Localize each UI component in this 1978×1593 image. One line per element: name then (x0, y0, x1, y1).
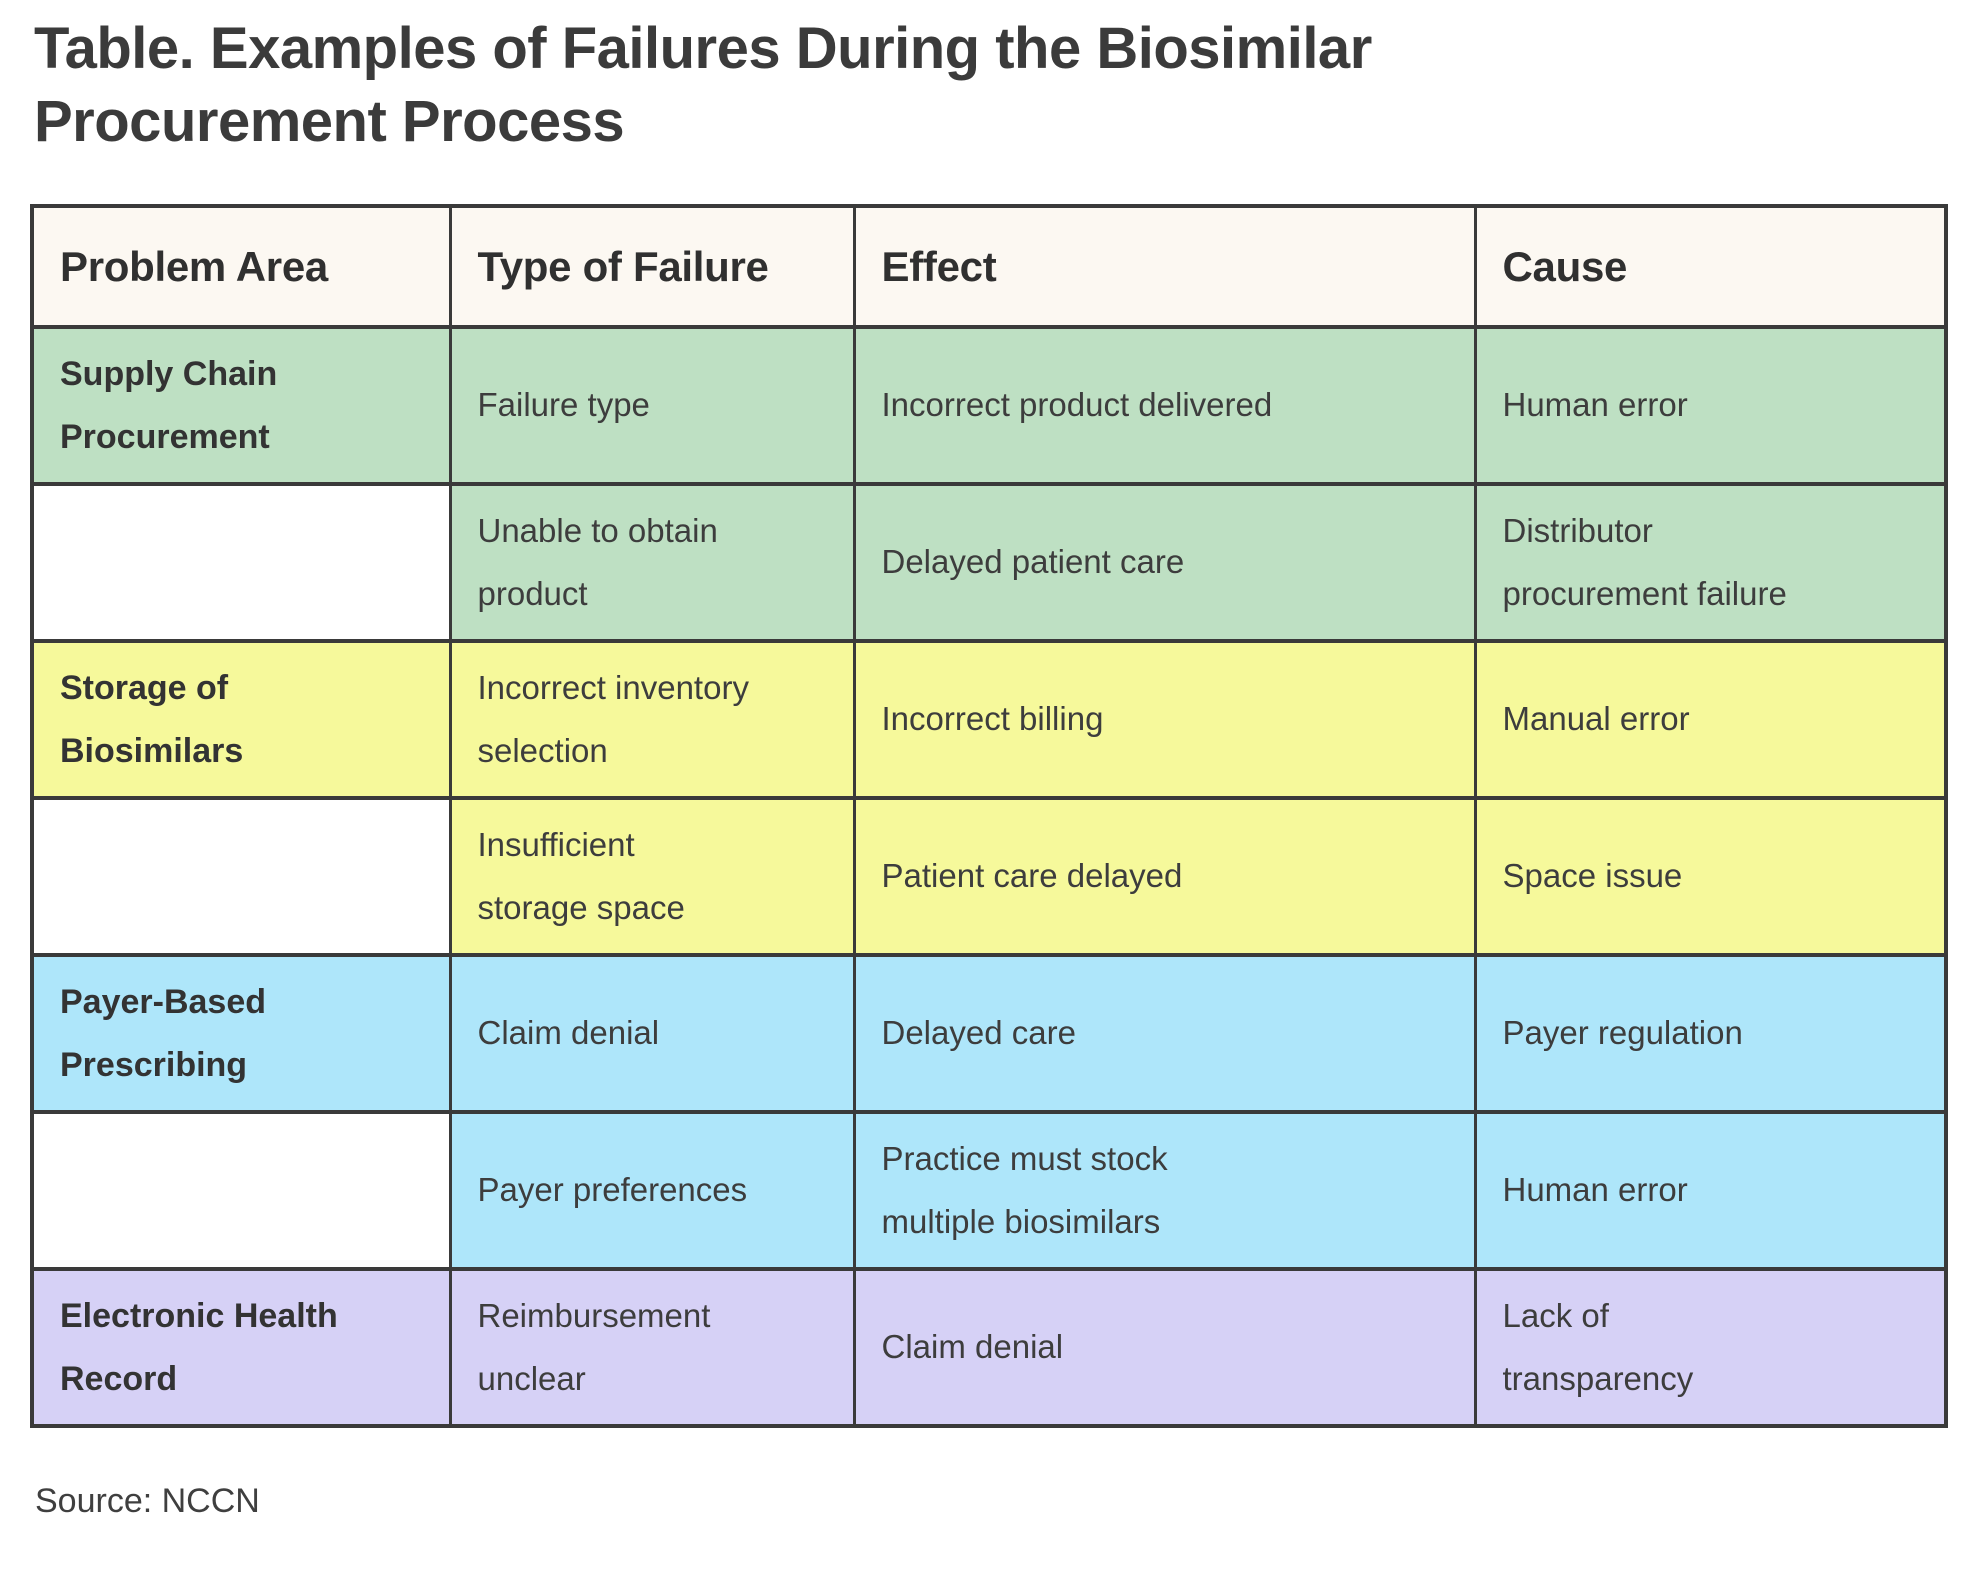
cell-problem-area-empty (30, 482, 452, 644)
cell-cause: Payer regulation (1473, 953, 1948, 1115)
column-header-problem-area: Problem Area (30, 204, 452, 330)
table-title: Table. Examples of Failures During the B… (34, 16, 1372, 155)
table-row: Payer preferences Practice must stock mu… (30, 1110, 1948, 1272)
cell-effect: Incorrect billing (852, 639, 1477, 801)
cell-effect: Practice must stock multiple biosimilars (852, 1110, 1477, 1272)
source-note: Source: NCCN (35, 1482, 260, 1521)
cell-problem-area: Payer-Based Prescribing (30, 953, 452, 1115)
table-row: Payer-Based Prescribing Claim denial Del… (30, 953, 1948, 1115)
cell-cause: Space issue (1473, 796, 1948, 958)
cell-cause: Distributor procurement failure (1473, 482, 1948, 644)
table-row: Insufficient storage space Patient care … (30, 796, 1948, 958)
cell-cause: Human error (1473, 1110, 1948, 1272)
table-row: Unable to obtain product Delayed patient… (30, 482, 1948, 644)
cell-cause: Manual error (1473, 639, 1948, 801)
cell-effect: Patient care delayed (852, 796, 1477, 958)
cell-type-of-failure: Insufficient storage space (448, 796, 856, 958)
table-row: Supply Chain Procurement Failure type In… (30, 325, 1948, 487)
cell-problem-area: Supply Chain Procurement (30, 325, 452, 487)
cell-problem-area-empty (30, 796, 452, 958)
table-row: Storage of Biosimilars Incorrect invento… (30, 639, 1948, 801)
cell-type-of-failure: Claim denial (448, 953, 856, 1115)
column-header-cause: Cause (1473, 204, 1948, 330)
cell-type-of-failure: Unable to obtain product (448, 482, 856, 644)
cell-type-of-failure: Reimbursement unclear (448, 1267, 856, 1429)
column-header-effect: Effect (852, 204, 1477, 330)
cell-cause: Lack of transparency (1473, 1267, 1948, 1429)
column-header-type-of-failure: Type of Failure (448, 204, 856, 330)
cell-effect: Delayed care (852, 953, 1477, 1115)
table-row: Electronic Health Record Reimbursement u… (30, 1267, 1948, 1429)
cell-effect: Claim denial (852, 1267, 1477, 1429)
cell-type-of-failure: Payer preferences (448, 1110, 856, 1272)
cell-type-of-failure: Failure type (448, 325, 856, 487)
cell-cause: Human error (1473, 325, 1948, 487)
header-row: Problem Area Type of Failure Effect Caus… (30, 204, 1948, 330)
cell-problem-area-empty (30, 1110, 452, 1272)
cell-effect: Incorrect product delivered (852, 325, 1477, 487)
cell-problem-area: Electronic Health Record (30, 1267, 452, 1429)
cell-effect: Delayed patient care (852, 482, 1477, 644)
biosimilar-failures-table: Problem Area Type of Failure Effect Caus… (30, 204, 1948, 1429)
cell-type-of-failure: Incorrect inventory selection (448, 639, 856, 801)
cell-problem-area: Storage of Biosimilars (30, 639, 452, 801)
